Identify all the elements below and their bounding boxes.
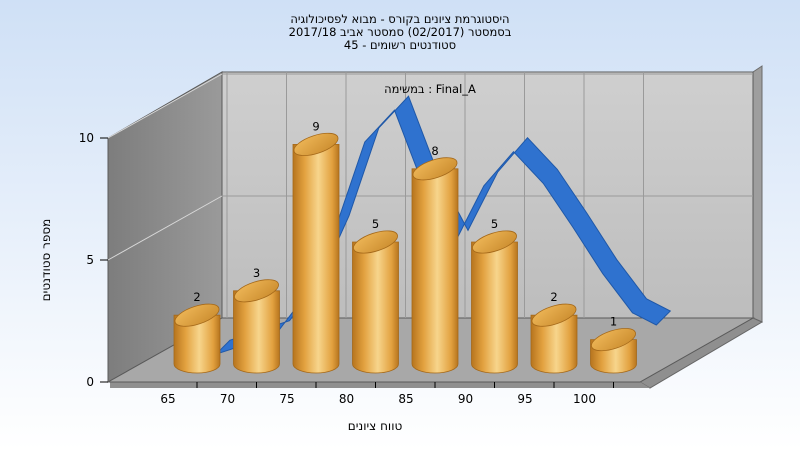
bar: 5 [471,217,518,374]
bar-value-label: 5 [491,217,498,231]
x-axis-title: טווח ציונים [348,419,403,433]
distribution-curve [215,95,672,355]
y-tick-label: 5 [86,253,94,267]
bar-body [233,290,280,374]
curve-ribbon [215,95,672,355]
chart-title-line-3: סטודנטים רשומים - 45 [344,38,456,52]
bar-body [352,241,399,374]
bar-value-label: 1 [610,315,617,329]
bar-cap [293,132,339,156]
chart-title-line-1: היסטוגרמת ציונים בקורס - מבוא לפסיכולוגי… [290,12,509,26]
bar: 2 [173,290,221,374]
bars: 2 3 9 5 8 5 2 1 [173,119,637,374]
bar-value-label: 2 [193,290,200,304]
x-tick-label: 75 [279,392,294,406]
bar: 3 [233,266,280,374]
chart-subtitle: במשימה : Final_A [384,82,476,96]
y-axis-title: מספר סטודנטים [39,219,53,302]
bar-cap [353,230,398,254]
bar-body [292,144,340,374]
bar-value-label: 3 [253,266,260,280]
bar: 9 [292,119,340,374]
y-tick-label: 0 [86,375,94,389]
x-tick-label: 80 [339,392,354,406]
bar-value-label: 5 [372,217,379,231]
y-tick-label: 10 [79,131,94,145]
bar-cap [234,279,279,303]
x-tick-label: 85 [398,392,413,406]
bar-cap [531,303,577,327]
bar-body [173,314,221,374]
bar-value-label: 8 [431,144,438,158]
bar: 1 [590,315,637,374]
bar: 2 [530,290,578,374]
floor-bottom-edge [110,382,650,388]
bar-body [530,314,578,374]
bar-body [411,168,459,374]
x-tick-label: 100 [573,392,596,406]
grid-line-side [107,73,223,139]
x-tick-label: 90 [458,392,473,406]
bar-cap [591,328,636,352]
x-tick-label: 65 [160,392,175,406]
bar-cap [174,303,220,327]
grid-line-side [107,195,223,261]
bar-cap [472,230,517,254]
bar-value-label: 9 [312,119,319,133]
back-wall-edge [752,65,763,323]
x-tick-label: 95 [517,392,532,406]
x-tick-label: 70 [220,392,235,406]
chart-title-line-2: בסמסטר (02/2017) סמסטר אביב 2017/18 [289,25,512,39]
bar-value-label: 2 [550,290,557,304]
bar: 5 [352,217,399,374]
bar-body [471,241,518,374]
bar: 8 [411,144,459,374]
bar-cap [412,157,458,181]
